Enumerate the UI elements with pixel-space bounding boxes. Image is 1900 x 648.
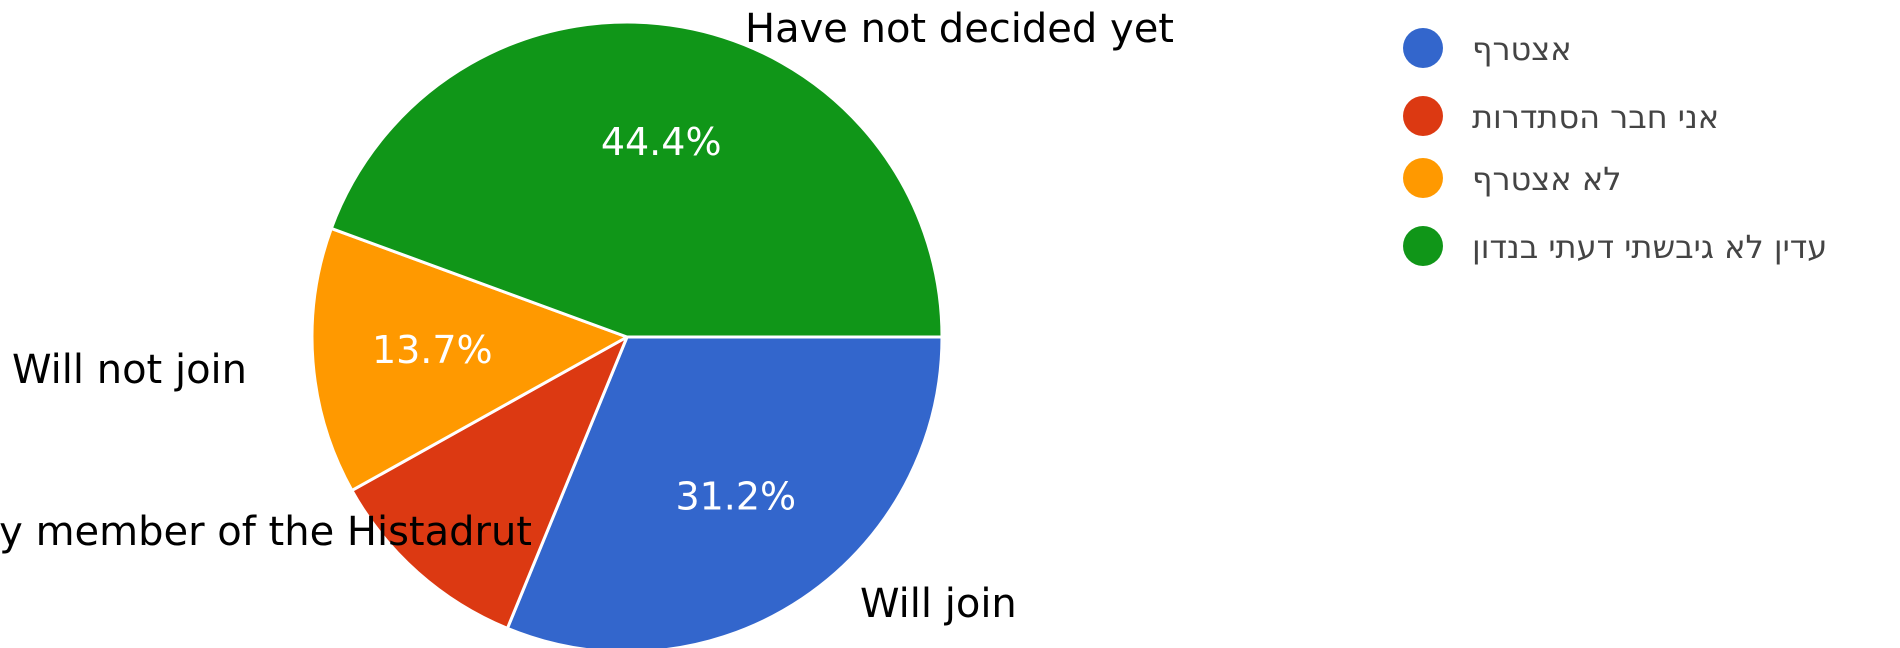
- legend: אצטרף אני חבר הסתדרות לא אצטרף עדין לא ג…: [1403, 28, 1827, 266]
- slice-will-not-join-pct-label: 13.7%: [372, 328, 493, 372]
- annotation-will-join: Will join: [860, 581, 1017, 627]
- legend-item-join: אצטרף: [1403, 28, 1572, 68]
- legend-marker-undecided: [1403, 226, 1443, 266]
- legend-item-member: אני חבר הסתדרות: [1403, 96, 1719, 136]
- annotation-have-not-decided: Have not decided yet: [745, 6, 1174, 52]
- legend-label-undecided: עדין לא גיבשתי דעתי בנדון: [1472, 228, 1827, 266]
- legend-item-undecided: עדין לא גיבשתי דעתי בנדון: [1403, 226, 1827, 266]
- legend-marker-join: [1403, 28, 1443, 68]
- slice-undecided-pct-label: 44.4%: [601, 120, 722, 164]
- legend-marker-member: [1403, 96, 1443, 136]
- annotation-already-member: Already member of the Histadrut: [0, 509, 532, 555]
- legend-label-member: אני חבר הסתדרות: [1472, 98, 1719, 136]
- slice-will-join-pct-label: 31.2%: [675, 475, 796, 519]
- legend-label-join: אצטרף: [1472, 30, 1572, 68]
- legend-marker-not-join: [1403, 158, 1443, 198]
- legend-label-not-join: לא אצטרף: [1472, 160, 1621, 198]
- legend-item-not-join: לא אצטרף: [1403, 158, 1621, 198]
- annotation-will-not-join: Will not join: [12, 347, 247, 393]
